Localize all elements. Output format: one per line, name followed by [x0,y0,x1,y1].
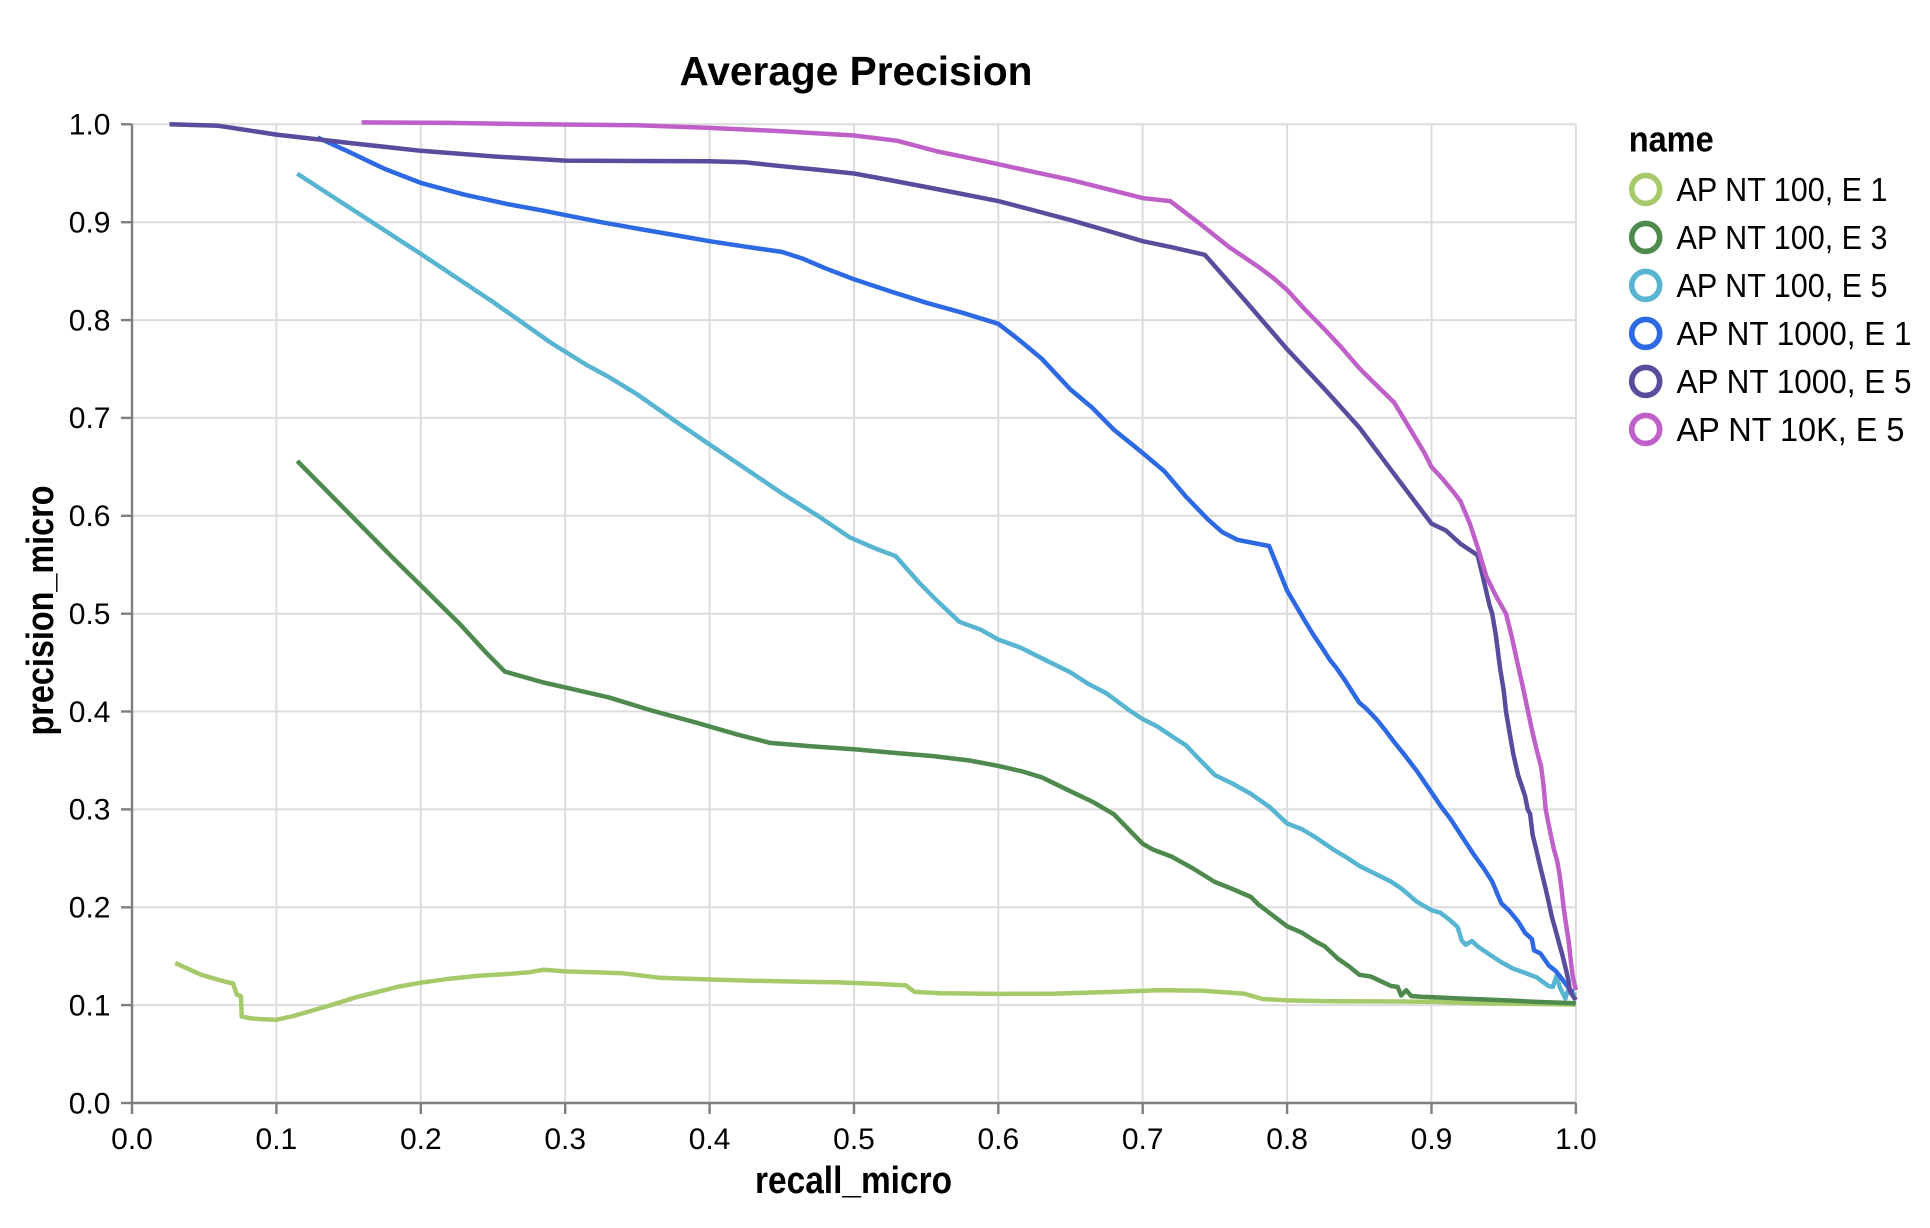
svg-text:AP NT 100, E 3: AP NT 100, E 3 [1677,219,1888,256]
svg-text:0.7: 0.7 [1122,1123,1164,1156]
svg-text:Average Precision: Average Precision [680,48,1033,94]
svg-text:0.0: 0.0 [69,1087,111,1120]
svg-text:0.2: 0.2 [400,1123,442,1156]
svg-text:0.1: 0.1 [69,989,111,1022]
svg-text:0.7: 0.7 [69,402,111,435]
svg-text:0.8: 0.8 [69,304,111,337]
svg-text:0.4: 0.4 [689,1123,731,1156]
svg-text:0.5: 0.5 [69,598,111,631]
svg-text:0.8: 0.8 [1266,1123,1308,1156]
svg-text:0.6: 0.6 [977,1123,1019,1156]
svg-text:0.1: 0.1 [256,1123,298,1156]
svg-text:precision_micro: precision_micro [20,486,62,736]
svg-text:0.9: 0.9 [1411,1123,1453,1156]
svg-text:AP NT 1000, E 1: AP NT 1000, E 1 [1677,315,1912,352]
svg-text:0.5: 0.5 [833,1123,875,1156]
svg-text:0.2: 0.2 [69,892,111,925]
svg-text:0.9: 0.9 [69,207,111,240]
svg-text:AP NT 100, E 1: AP NT 100, E 1 [1677,171,1888,208]
svg-text:AP NT 1000, E 5: AP NT 1000, E 5 [1677,363,1912,400]
svg-text:0.3: 0.3 [544,1123,586,1156]
svg-text:name: name [1629,118,1714,159]
svg-text:AP NT 100, E 5: AP NT 100, E 5 [1677,267,1888,304]
svg-text:0.6: 0.6 [69,500,111,533]
svg-text:AP NT 10K, E 5: AP NT 10K, E 5 [1677,411,1905,448]
svg-text:1.0: 1.0 [69,109,111,142]
svg-text:0.3: 0.3 [69,794,111,827]
svg-text:recall_micro: recall_micro [755,1160,952,1202]
svg-text:0.4: 0.4 [69,696,111,729]
svg-text:1.0: 1.0 [1555,1123,1597,1156]
svg-text:0.0: 0.0 [111,1123,153,1156]
